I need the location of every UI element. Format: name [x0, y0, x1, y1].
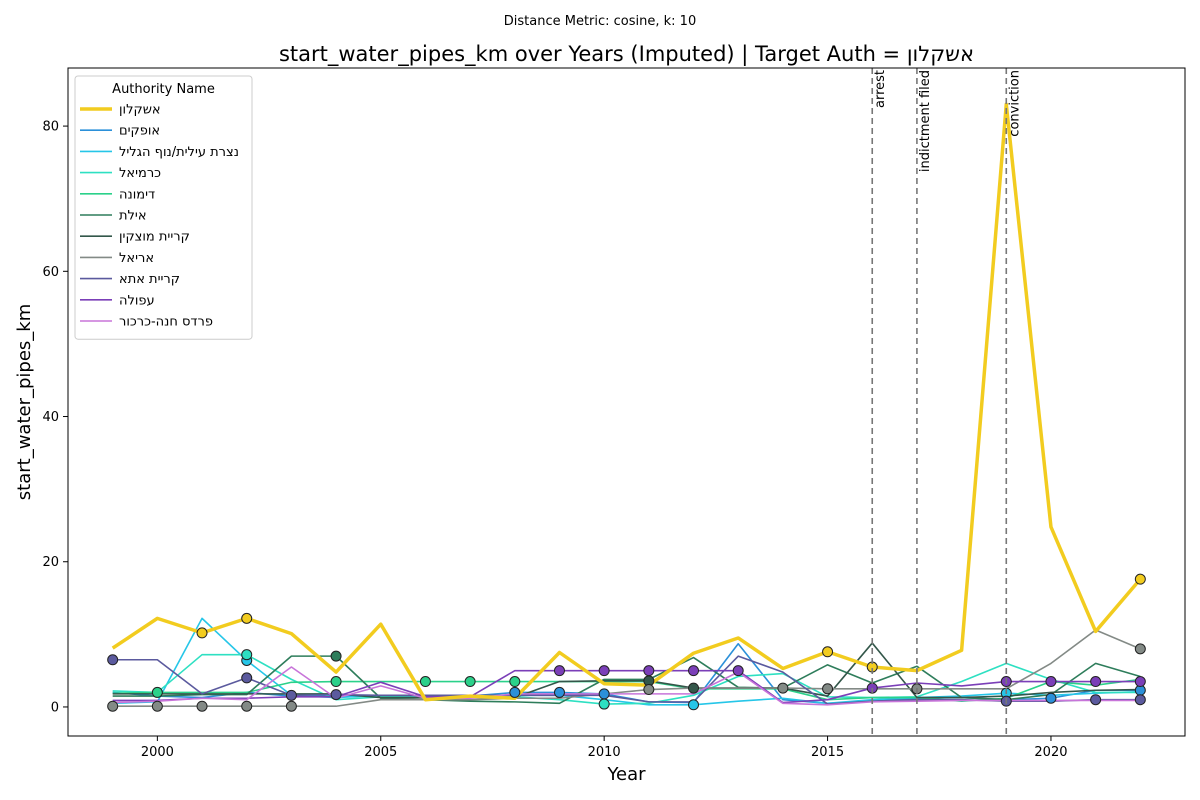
data-point: [688, 665, 700, 677]
x-tick-label: 2020: [1034, 745, 1067, 760]
legend-entry: דימונה: [119, 187, 155, 202]
x-axis-label: Year: [606, 764, 646, 785]
plot-area: arrest indictment filed conviction: [107, 68, 1146, 736]
data-point: [822, 646, 834, 658]
series-line: [112, 669, 1141, 704]
legend: Authority Name אשקלון אופקים נצרת עילית/נו…: [74, 75, 253, 340]
data-point: [643, 684, 655, 696]
legend-entry: אריאל: [119, 251, 154, 266]
axes: 2000 2005 2010 2015 2020 0 20 40 60 80: [42, 120, 1067, 760]
y-tick-label: 80: [42, 120, 59, 135]
data-point: [822, 683, 834, 695]
legend-entry: קריית אתא: [119, 272, 180, 287]
y-axis-label: start_water_pipes_km: [14, 304, 35, 500]
legend-entry: נצרת עילית/נוף הגליל: [119, 145, 239, 160]
series-line: [112, 629, 1141, 708]
data-point: [598, 665, 610, 677]
data-point: [1134, 694, 1146, 706]
data-point: [196, 700, 208, 712]
data-point: [1045, 692, 1057, 704]
y-tick-label: 60: [42, 265, 59, 280]
legend-title: Authority Name: [112, 82, 215, 97]
data-point: [107, 654, 119, 666]
data-point: [330, 689, 342, 701]
y-tick-label: 0: [51, 700, 59, 715]
data-point: [1090, 694, 1102, 706]
legend-entry: כרמיאל: [119, 166, 161, 181]
plot-frame: [67, 67, 1186, 737]
legend-entry: עפולה: [119, 293, 155, 308]
legend-box: [74, 75, 253, 340]
series-line: [112, 617, 1141, 706]
y-tick-label: 40: [42, 410, 59, 425]
event-label: conviction: [1007, 70, 1022, 137]
figure-suptitle: Distance Metric: cosine, k: 10: [503, 14, 697, 29]
data-point: [241, 672, 253, 684]
data-point: [688, 699, 700, 711]
event-label: indictment filed: [918, 70, 933, 172]
series-line: [111, 102, 1142, 702]
data-point: [285, 700, 297, 712]
data-point: [509, 676, 521, 688]
data-point: [732, 665, 744, 677]
data-point: [241, 612, 253, 624]
data-point: [643, 665, 655, 677]
data-point: [1045, 676, 1057, 688]
data-point: [241, 700, 253, 712]
data-point: [151, 700, 163, 712]
chart-title: start_water_pipes_km over Years (Imputed…: [279, 42, 974, 67]
data-point: [598, 688, 610, 700]
data-point: [419, 676, 431, 688]
legend-entry: אילת: [119, 209, 147, 224]
series-line: [112, 642, 1141, 699]
data-point: [553, 686, 565, 698]
data-point: [196, 627, 208, 639]
legend-entry: קריית מוצקין: [119, 230, 190, 245]
legend-entry: פרדס חנה-כרכור: [119, 315, 213, 330]
x-tick-label: 2015: [811, 745, 844, 760]
data-point: [1134, 676, 1146, 688]
data-point: [777, 682, 789, 694]
data-point: [1090, 676, 1102, 688]
data-point: [1134, 573, 1146, 585]
data-point: [241, 649, 253, 661]
data-point: [598, 698, 610, 710]
data-point: [509, 686, 521, 698]
data-point: [285, 689, 297, 701]
data-point: [151, 686, 163, 698]
x-tick-label: 2010: [588, 745, 621, 760]
legend-entry: אשקלון: [119, 103, 161, 118]
series-line: [112, 653, 1141, 705]
event-label: arrest: [873, 70, 888, 108]
data-point: [107, 700, 119, 712]
series-line: [112, 666, 1141, 706]
x-tick-label: 2005: [364, 745, 397, 760]
data-point: [330, 650, 342, 662]
data-point: [688, 682, 700, 694]
x-tick-label: 2000: [141, 745, 174, 760]
data-point: [1134, 643, 1146, 655]
data-point: [464, 676, 476, 688]
y-tick-label: 20: [42, 555, 59, 570]
data-point: [553, 665, 565, 677]
data-point: [330, 676, 342, 688]
legend-entry: אופקים: [119, 124, 160, 139]
